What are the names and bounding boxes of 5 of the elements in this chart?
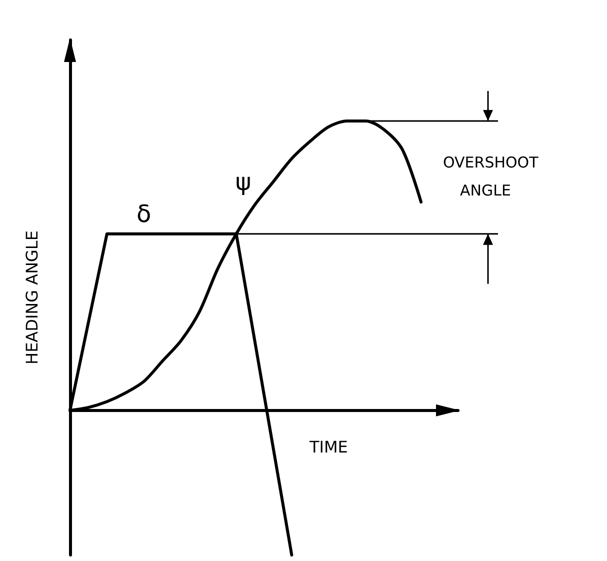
x-axis-title: TIME [308,437,348,456]
series-label: δ [136,200,152,228]
y-axis-title: HEADING ANGLE [22,230,42,364]
series-label: ψ [235,168,252,196]
annotation: OVERSHOOT ANGLE [443,153,540,200]
